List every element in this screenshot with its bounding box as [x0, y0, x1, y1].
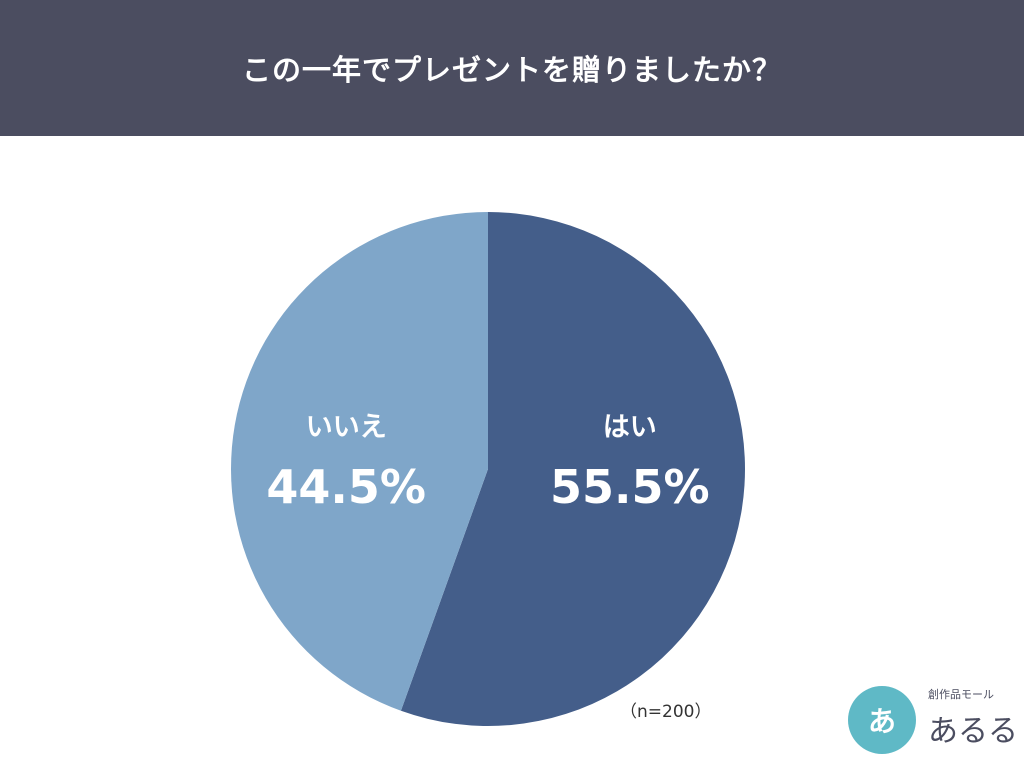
slice-value-label-2: 44.5% — [266, 460, 426, 514]
logo-tagline: 創作品モール — [928, 688, 994, 701]
chart-title-bar: この一年でプレゼントを贈りましたか？ — [0, 0, 1024, 136]
pie-slice-1 — [400, 212, 746, 727]
slice-category-label-1: はい — [603, 412, 657, 443]
sample-size-note: （n=200） — [620, 702, 712, 722]
brand-logo: あ 創作品モール あるる — [838, 680, 1018, 760]
chart-title: この一年でプレゼントを贈りましたか？ — [241, 53, 782, 87]
slice-value-label-1: 55.5% — [550, 460, 710, 514]
logo-emblem-text: あ — [867, 705, 896, 738]
pie-slice-2 — [231, 212, 488, 711]
logo-emblem: あ — [848, 686, 916, 754]
logo-wordmark: あるる — [928, 714, 1018, 749]
slice-category-label-2: いいえ — [306, 412, 387, 443]
